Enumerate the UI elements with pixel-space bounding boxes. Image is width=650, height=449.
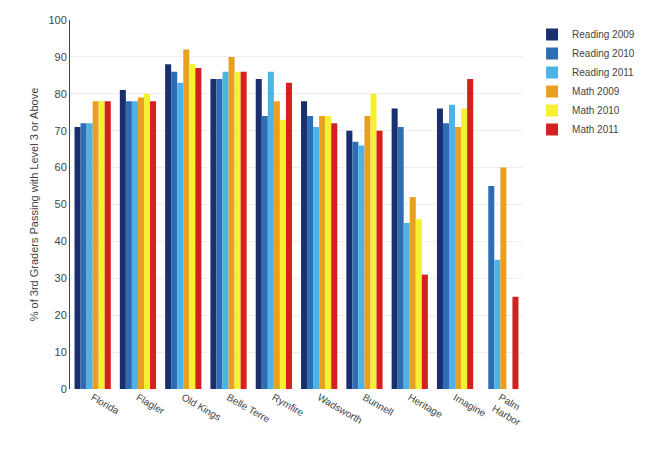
svg-text:10: 10 — [55, 346, 67, 358]
svg-text:Bunnell: Bunnell — [361, 392, 395, 418]
svg-text:Rymfire: Rymfire — [270, 392, 306, 419]
svg-text:Flagler: Flagler — [134, 392, 167, 417]
svg-text:50: 50 — [55, 198, 67, 210]
svg-text:Florida: Florida — [89, 392, 121, 417]
svg-text:Math 2010: Math 2010 — [572, 105, 620, 116]
svg-text:20: 20 — [55, 309, 67, 321]
svg-text:80: 80 — [55, 88, 67, 100]
svg-text:Math 2009: Math 2009 — [572, 86, 620, 97]
svg-text:Belle Terre: Belle Terre — [225, 392, 272, 426]
svg-text:Reading 2011: Reading 2011 — [572, 67, 634, 78]
svg-text:100: 100 — [48, 14, 66, 26]
svg-text:% of 3rd Graders Passing with: % of 3rd Graders Passing with Level 3 or… — [28, 88, 40, 322]
svg-text:Old Kings: Old Kings — [180, 392, 223, 423]
svg-text:Wadsworth: Wadsworth — [316, 392, 365, 426]
svg-text:Reading 2010: Reading 2010 — [572, 48, 635, 59]
svg-text:70: 70 — [55, 125, 67, 137]
svg-text:0: 0 — [61, 383, 67, 395]
svg-text:Heritage: Heritage — [406, 392, 445, 421]
svg-text:90: 90 — [55, 51, 67, 63]
svg-text:40: 40 — [55, 235, 67, 247]
svg-text:PalmHarbor: PalmHarbor — [490, 392, 529, 428]
svg-text:Imagine: Imagine — [452, 392, 489, 420]
svg-text:30: 30 — [55, 272, 67, 284]
svg-text:60: 60 — [55, 161, 67, 173]
svg-text:Reading 2009: Reading 2009 — [572, 29, 635, 40]
svg-text:Math 2011: Math 2011 — [572, 124, 619, 135]
